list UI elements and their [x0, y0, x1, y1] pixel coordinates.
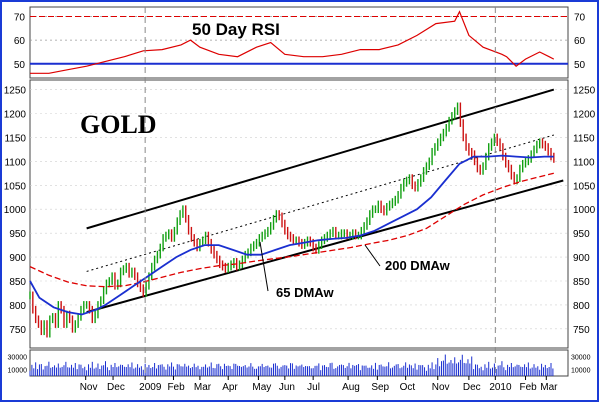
price-layer [29, 88, 568, 338]
price-tick-label-right-1200: 1200 [573, 110, 596, 121]
price-tick-label-left-1050: 1050 [4, 181, 27, 192]
price-tick-label-right-750: 750 [573, 325, 590, 336]
price-tick-label-right-1150: 1150 [573, 133, 595, 144]
x-tick-label-0: Nov [80, 382, 98, 393]
x-tick-label-12: Nov [432, 382, 450, 393]
price-tick-label-right-1250: 1250 [573, 86, 596, 97]
rsi-tick-label-right-70: 70 [574, 12, 586, 23]
price-tick-label-left-1000: 1000 [4, 205, 27, 216]
rsi-title: 50 Day RSI [192, 20, 280, 39]
channel-line-solid-1 [86, 179, 564, 314]
x-tick-label-2: 2009 [139, 382, 162, 393]
x-tick-label-9: Aug [342, 382, 360, 393]
rsi-tick-label-left-70: 70 [14, 12, 26, 23]
rsi-tick-label-right-50: 50 [574, 60, 586, 71]
price-tick-label-left-1200: 1200 [4, 110, 27, 121]
x-tick-label-14: 2010 [489, 382, 512, 393]
rsi-tick-label-left-60: 60 [14, 36, 26, 47]
channel-line-dotted-2 [86, 134, 554, 272]
annotation-65-pointer [259, 241, 269, 292]
price-title: GOLD [80, 110, 157, 139]
rsi-tick-label-left-50: 50 [14, 60, 26, 71]
rsi-title-bg [185, 20, 285, 38]
x-tick-label-8: Jul [307, 382, 320, 393]
x-tick-label-5: Apr [222, 382, 238, 393]
price-tick-label-left-750: 750 [9, 325, 26, 336]
price-tick-label-right-850: 850 [573, 277, 590, 288]
price-tick-label-left-1250: 1250 [4, 86, 27, 97]
rsi-tick-label-right-60: 60 [574, 36, 586, 47]
volume-tick-label-left-30000: 30000 [8, 355, 28, 362]
price-tick-label-left-800: 800 [9, 301, 26, 312]
volume-tick-label-right-10000: 10000 [571, 368, 591, 375]
x-tick-label-13: Dec [463, 382, 481, 393]
annotation-200-dmaw: 200 DMAw [385, 258, 451, 273]
x-tick-label-11: Oct [400, 382, 416, 393]
x-tick-label-1: Dec [107, 382, 125, 393]
price-tick-label-left-1150: 1150 [4, 133, 26, 144]
price-tick-label-left-850: 850 [9, 277, 26, 288]
x-tick-label-3: Feb [167, 382, 185, 393]
price-tick-label-right-800: 800 [573, 301, 590, 312]
volume-tick-label-left-10000: 10000 [8, 368, 28, 375]
volume-layer [29, 354, 554, 376]
price-tick-label-right-1100: 1100 [573, 157, 595, 168]
channel-line-solid-0 [86, 88, 555, 230]
x-tick-label-16: Mar [540, 382, 558, 393]
volume-tick-label-right-30000: 30000 [571, 355, 591, 362]
rsi-layer [30, 10, 568, 74]
price-tick-label-left-900: 900 [9, 253, 26, 264]
price-tick-label-left-1100: 1100 [4, 157, 26, 168]
rsi-panel-frame [29, 6, 569, 79]
volume-panel-frame [29, 349, 569, 377]
x-tick-label-6: May [252, 382, 271, 393]
ma65-line [29, 154, 554, 316]
price-tick-label-right-1000: 1000 [573, 205, 596, 216]
annotation-200-pointer [364, 244, 381, 267]
price-tick-label-right-900: 900 [573, 253, 590, 264]
x-tick-label-15: Feb [520, 382, 538, 393]
annotation-65-dmaw: 65 DMAw [276, 285, 334, 300]
x-tick-label-4: Mar [194, 382, 212, 393]
ma200-line [29, 172, 554, 288]
axis-layer: 50 50 60 60 70 70 750 750 800 800 850 850 900 900 950 9… [4, 7, 596, 393]
rsi-series-line-0 [30, 10, 555, 74]
price-tick-label-right-950: 950 [573, 229, 590, 240]
price-tick-label-left-950: 950 [9, 229, 26, 240]
price-tick-label-right-1050: 1050 [573, 181, 596, 192]
x-tick-label-7: Jun [279, 382, 295, 393]
x-tick-label-10: Sep [371, 382, 389, 393]
